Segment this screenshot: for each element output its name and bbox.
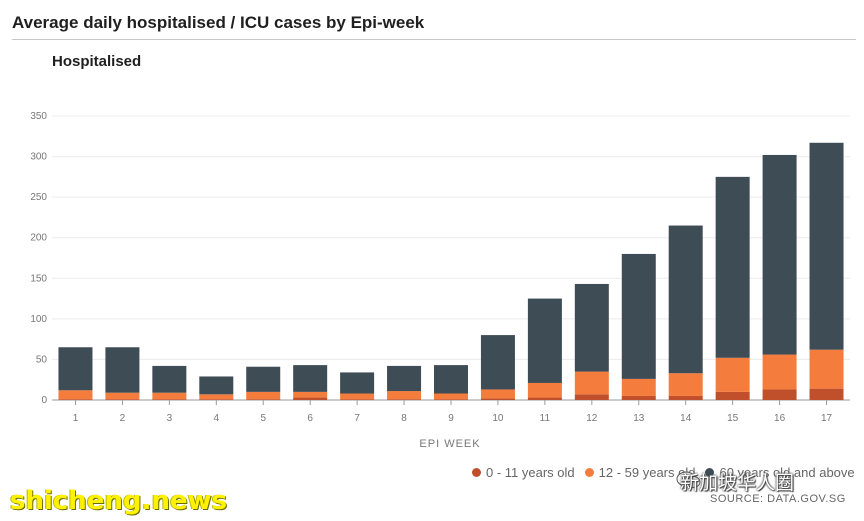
y-tick-label: 200	[30, 233, 47, 244]
y-tick-label: 350	[30, 111, 47, 122]
y-tick-label: 0	[41, 395, 47, 406]
x-tick-label: 15	[727, 413, 739, 424]
legend-item-12-59[interactable]: 12 - 59 years old	[584, 465, 696, 480]
bar-segment-week-13-series-2[interactable]	[621, 253, 656, 379]
x-tick-label: 4	[214, 413, 220, 424]
legend-label-0-11: 0 - 11 years old	[486, 465, 575, 480]
x-tick-label: 10	[492, 413, 504, 424]
legend-item-0-11[interactable]: 0 - 11 years old	[472, 465, 575, 480]
bar-segment-week-16-series-1[interactable]	[762, 354, 797, 390]
bar-segment-week-7-series-1[interactable]	[340, 393, 375, 400]
legend-dot-60-plus	[705, 468, 715, 477]
watermark-brand: 新加坡华人圈	[680, 472, 795, 494]
bar-segment-week-9-series-0[interactable]	[434, 399, 468, 400]
bar-segment-week-14-series-1[interactable]	[668, 373, 703, 396]
x-tick-label: 1	[73, 413, 79, 424]
legend-dot-12-59	[584, 468, 594, 477]
bar-segment-week-16-series-0[interactable]	[762, 389, 797, 400]
x-tick-label: 12	[586, 413, 598, 424]
x-tick-label: 2	[120, 413, 126, 424]
bar-segment-week-15-series-2[interactable]	[715, 176, 750, 358]
x-tick-label: 17	[821, 413, 833, 424]
bar-segment-week-11-series-1[interactable]	[527, 382, 562, 398]
bar-segment-week-9-series-1[interactable]	[434, 393, 468, 400]
bar-segment-week-3-series-2[interactable]	[152, 365, 187, 393]
bar-segment-week-2-series-1[interactable]	[105, 392, 140, 400]
bar-segment-week-8-series-2[interactable]	[387, 365, 422, 392]
bar-segment-week-12-series-2[interactable]	[574, 283, 609, 372]
bar-segment-week-14-series-2[interactable]	[668, 225, 703, 374]
x-tick-label: 7	[354, 413, 360, 424]
bar-segment-week-15-series-1[interactable]	[715, 357, 750, 392]
x-axis-title: EPI WEEK	[419, 438, 480, 450]
legend-item-60-plus[interactable]: 60 years old and above	[705, 465, 855, 480]
bar-segment-week-10-series-1[interactable]	[480, 389, 515, 399]
bar-segment-week-17-series-0[interactable]	[809, 388, 844, 400]
bar-segment-week-12-series-1[interactable]	[574, 371, 609, 395]
y-tick-label: 100	[30, 314, 47, 325]
x-tick-label: 11	[540, 413, 551, 424]
x-tick-label: 8	[401, 413, 407, 424]
chart-title: Hospitalised	[52, 53, 142, 70]
legend-label-60-plus: 60 years old and above	[719, 465, 855, 480]
bar-segment-week-2-series-2[interactable]	[105, 347, 140, 393]
bar-segment-week-17-series-1[interactable]	[809, 349, 844, 389]
y-tick-label: 300	[30, 152, 47, 163]
header-divider	[12, 39, 856, 40]
bar-segment-week-4-series-1[interactable]	[199, 394, 234, 400]
x-tick-label: 5	[260, 413, 266, 424]
bar-segment-week-15-series-0[interactable]	[715, 391, 750, 400]
bar-segment-week-10-series-0[interactable]	[480, 398, 515, 400]
bar-segment-week-13-series-1[interactable]	[621, 378, 656, 396]
x-tick-label: 13	[633, 413, 645, 424]
bar-segment-week-7-series-2[interactable]	[340, 372, 375, 394]
bar-segment-week-2-series-0[interactable]	[105, 399, 140, 400]
bar-segment-week-16-series-2[interactable]	[762, 154, 797, 355]
bar-segment-week-1-series-1[interactable]	[58, 390, 93, 400]
bar-segment-week-6-series-0[interactable]	[293, 397, 328, 400]
legend-dot-0-11	[472, 468, 481, 477]
bar-segment-week-5-series-0[interactable]	[246, 399, 281, 400]
bar-segment-week-11-series-2[interactable]	[527, 298, 562, 383]
bar-segment-week-4-series-0[interactable]	[199, 399, 234, 400]
bar-segment-week-17-series-2[interactable]	[809, 142, 844, 350]
bar-segment-week-5-series-1[interactable]	[246, 391, 281, 400]
x-tick-label: 16	[774, 413, 786, 424]
bar-segment-week-6-series-1[interactable]	[293, 391, 328, 398]
bar-segment-week-13-series-0[interactable]	[621, 395, 656, 400]
source-credit: SOURCE: DATA.GOV.SG	[710, 493, 846, 505]
legend-label-12-59: 12 - 59 years old	[598, 465, 696, 480]
bar-segment-week-8-series-1[interactable]	[387, 391, 422, 400]
x-tick-label: 9	[448, 413, 454, 424]
y-tick-label: 250	[30, 192, 47, 203]
bar-segment-week-8-series-0[interactable]	[387, 399, 422, 400]
x-tick-label: 14	[680, 413, 692, 424]
bar-segment-week-6-series-2[interactable]	[293, 365, 328, 392]
bar-segment-week-10-series-2[interactable]	[480, 335, 515, 390]
watermark-site: shicheng.news	[10, 486, 228, 516]
bar-segment-week-14-series-0[interactable]	[668, 395, 703, 400]
bar-segment-week-1-series-0[interactable]	[58, 399, 93, 400]
y-tick-label: 150	[30, 273, 47, 284]
bar-segment-week-3-series-0[interactable]	[152, 399, 187, 400]
bar-segment-week-4-series-2[interactable]	[199, 376, 234, 395]
x-tick-label: 3	[167, 413, 173, 424]
bar-series	[58, 142, 844, 400]
bar-segment-week-12-series-0[interactable]	[574, 394, 609, 400]
bar-segment-week-11-series-0[interactable]	[527, 397, 562, 400]
bar-segment-week-1-series-2[interactable]	[58, 347, 93, 391]
bar-segment-week-7-series-0[interactable]	[340, 399, 375, 400]
chart-legend: 0 - 11 years old 12 - 59 years old 60 ye…	[472, 465, 855, 480]
x-tick-label: 6	[307, 413, 313, 424]
page-title: Average daily hospitalised / ICU cases b…	[12, 13, 425, 32]
bar-segment-week-3-series-1[interactable]	[152, 392, 187, 400]
y-tick-label: 50	[36, 354, 48, 365]
wechat-icon	[676, 471, 701, 488]
bar-segment-week-9-series-2[interactable]	[434, 365, 468, 394]
bar-segment-week-5-series-2[interactable]	[246, 366, 281, 392]
